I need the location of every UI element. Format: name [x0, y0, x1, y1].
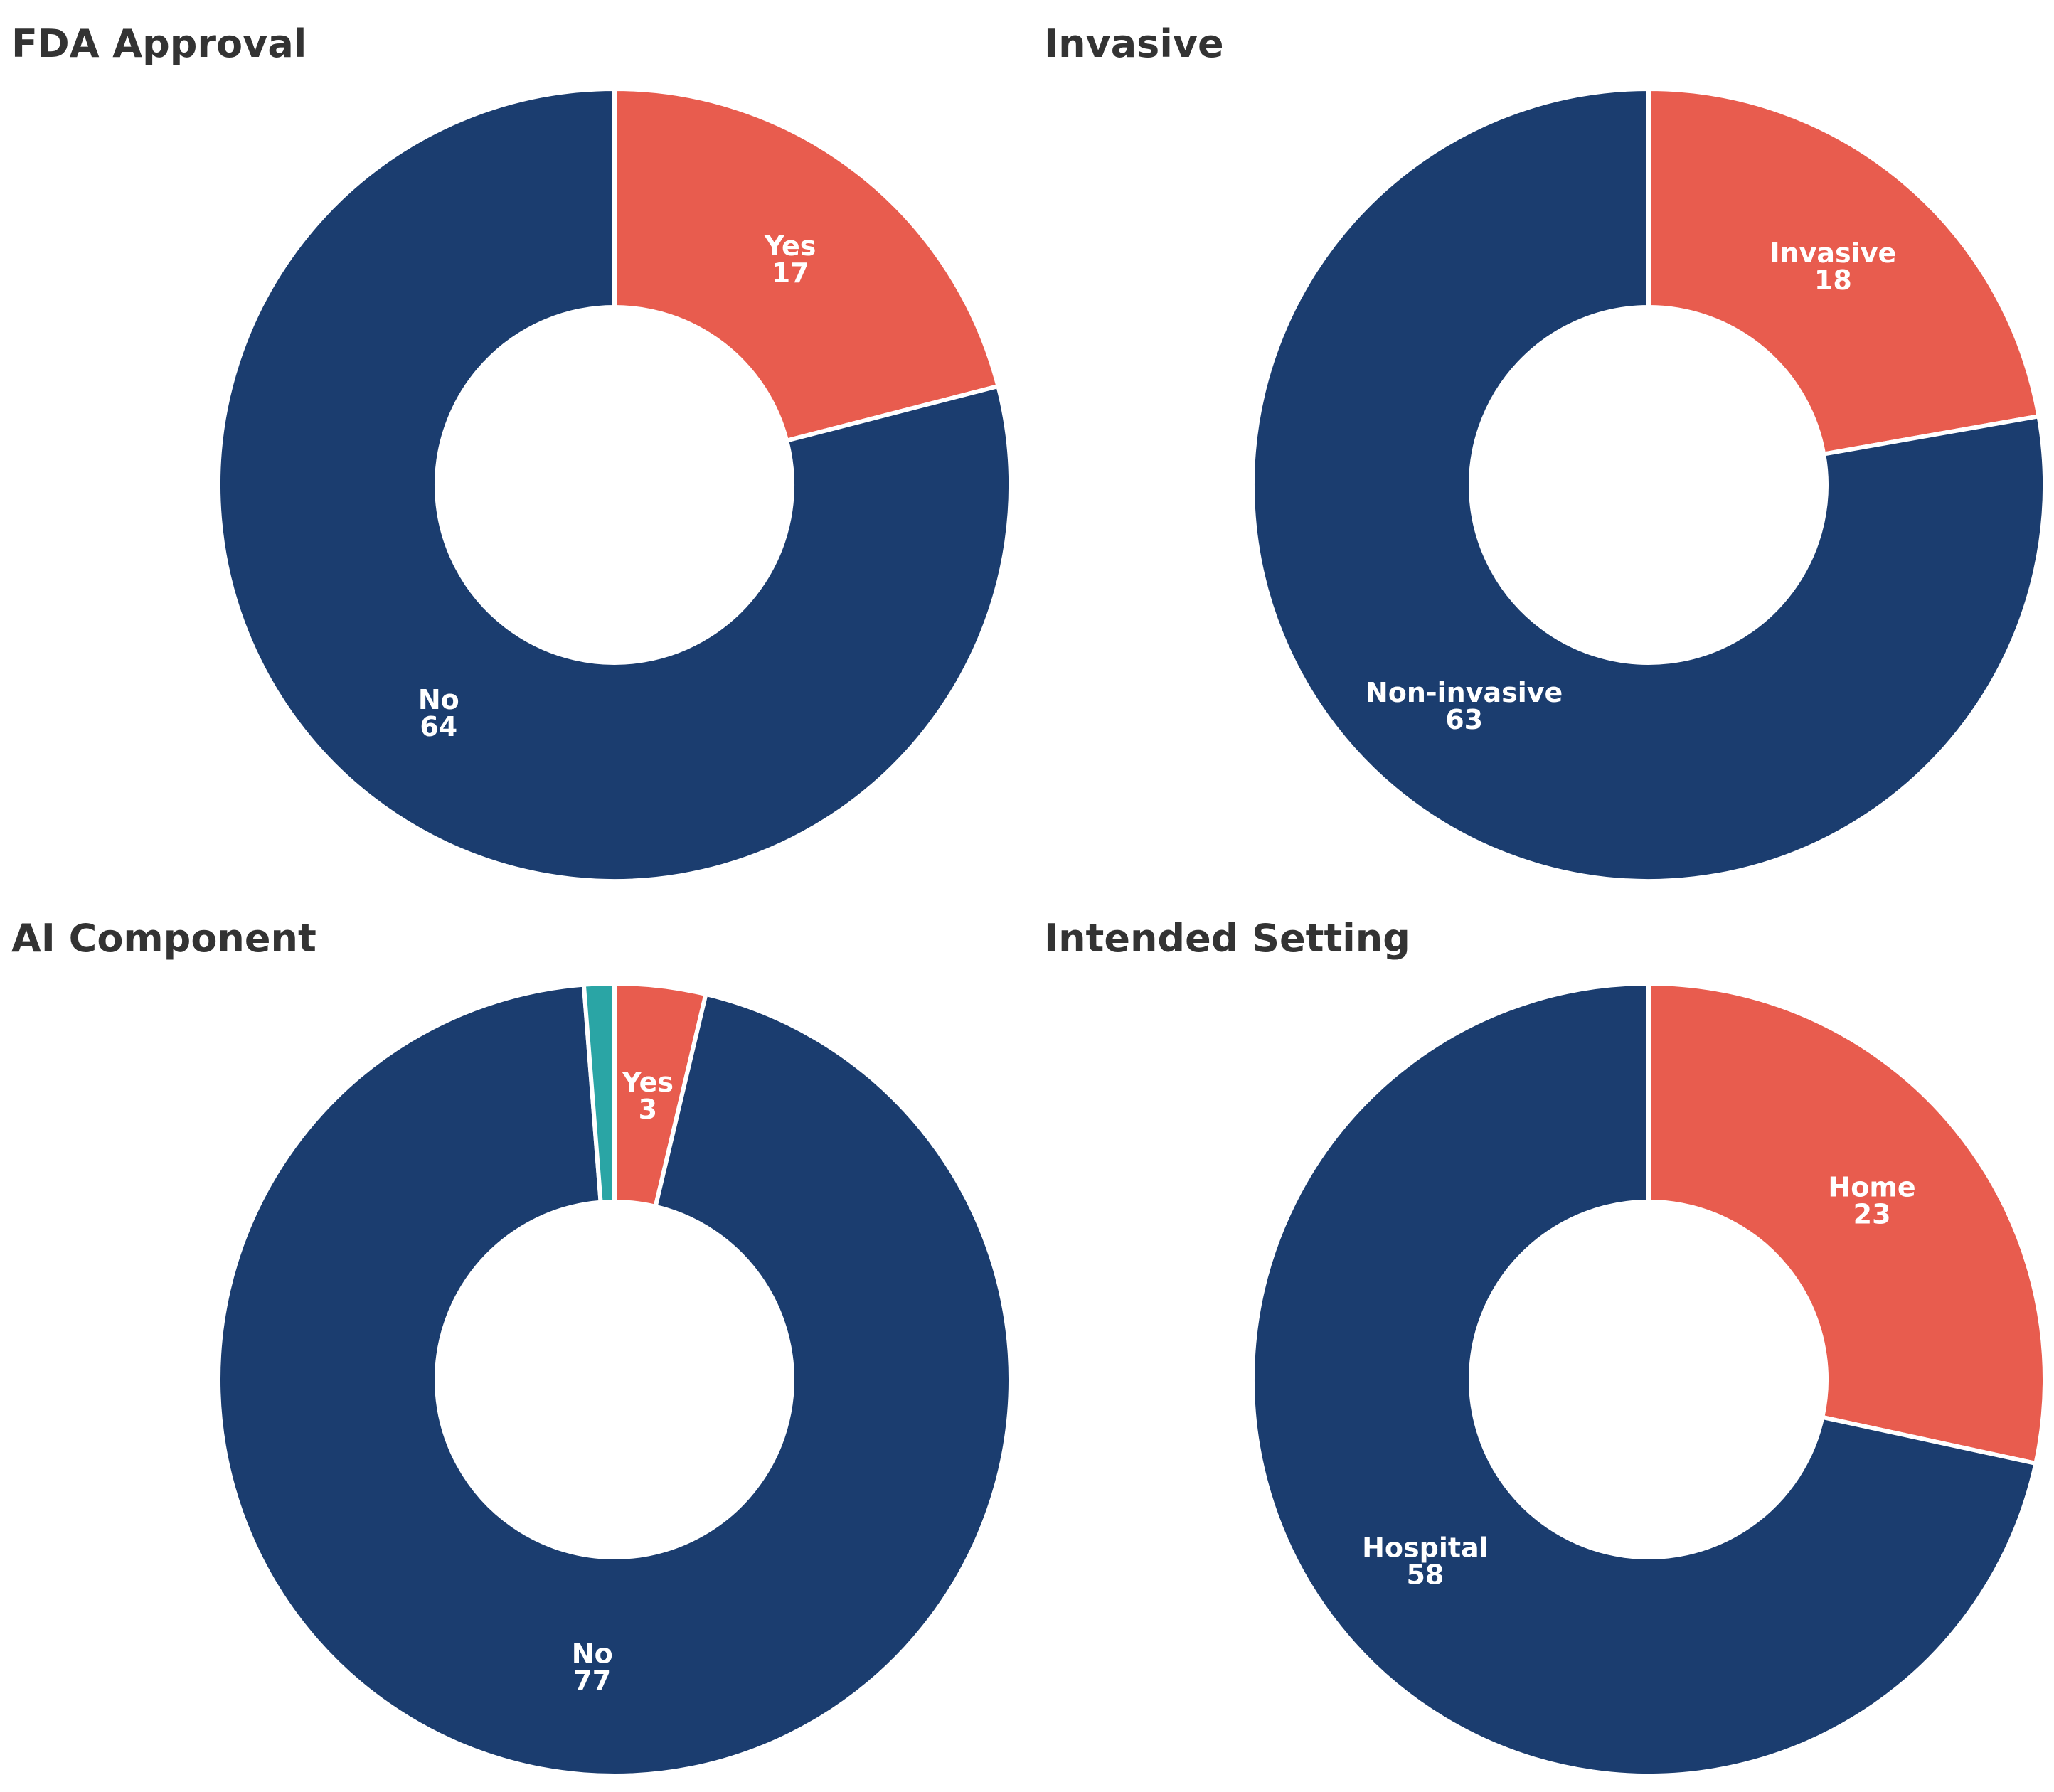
slice-value-no: 64 [420, 711, 457, 742]
slice-label-invasive: Invasive [1770, 238, 1896, 269]
slice-other-2 [581, 981, 617, 1205]
slice-hospital [1250, 981, 2038, 1778]
chart-title-invasive: Invasive [1044, 21, 1224, 66]
slice-value-yes: 3 [639, 1094, 657, 1125]
slice-label-hospital: Hospital [1362, 1532, 1489, 1563]
slice-value-home: 23 [1853, 1199, 1891, 1230]
slice-yes [612, 87, 1001, 443]
slice-invasive [1646, 87, 2041, 457]
slice-label-no: No [572, 1638, 613, 1669]
slice-non-invasive [1250, 87, 2048, 883]
slice-no [216, 982, 1013, 1778]
slice-label-home: Home [1828, 1172, 1915, 1203]
slice-no [216, 87, 1013, 883]
slice-home [1646, 981, 2048, 1466]
chart-title-fda-approval: FDA Approval [11, 21, 307, 66]
slice-label-non-invasive: Non-invasive [1366, 677, 1563, 708]
slice-value-no: 77 [573, 1665, 611, 1696]
slice-value-non-invasive: 63 [1445, 704, 1483, 735]
slice-value-invasive: 18 [1814, 265, 1852, 296]
slice-value-yes: 17 [772, 257, 809, 289]
slice-label-no: No [418, 684, 459, 715]
slice-label-yes: Yes [764, 230, 816, 262]
slice-value-hospital: 58 [1406, 1559, 1444, 1590]
chart-title-ai-component: AI Component [11, 916, 316, 961]
slice-label-yes: Yes [622, 1067, 674, 1098]
chart-title-intended-setting: Intended Setting [1044, 916, 1410, 961]
